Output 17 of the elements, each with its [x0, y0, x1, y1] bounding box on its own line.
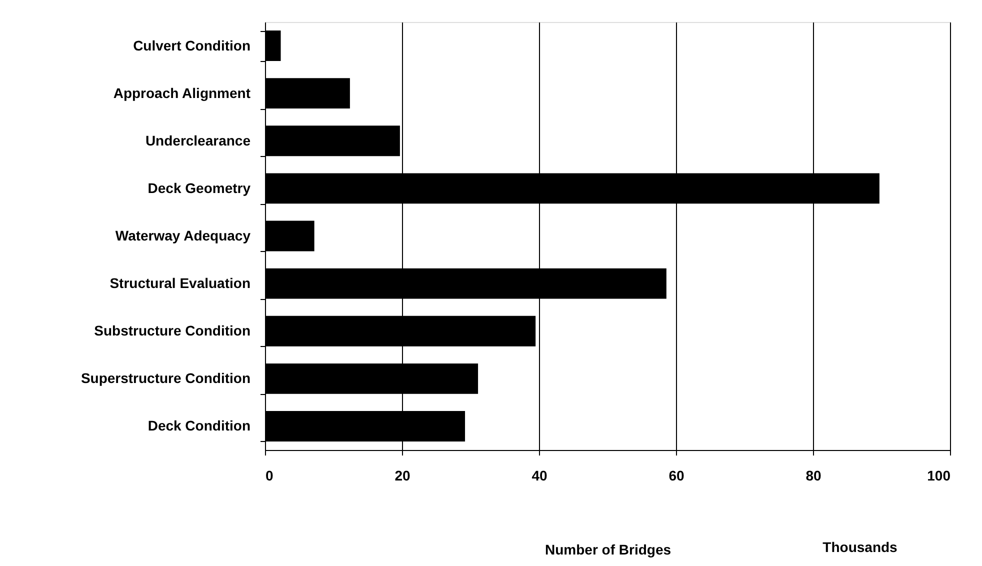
x-axis-title: Number of Bridges: [544, 542, 672, 558]
x-tick-label: 80: [806, 468, 822, 484]
x-tick-label: 20: [394, 468, 410, 484]
y-tick-label: Superstructure Condition: [80, 370, 250, 386]
y-tick-label: Underclearance: [145, 132, 251, 148]
x-tick-label: 60: [668, 468, 684, 484]
y-tick-label: Structural Evaluation: [110, 275, 250, 292]
y-tick-label: Deck Geometry: [148, 180, 251, 196]
y-tick-label: Culvert Condition: [133, 37, 250, 54]
x-tick-label: 100: [927, 468, 951, 484]
y-tick-label: Waterway Adequacy: [115, 228, 251, 244]
x-tick-label: 0: [266, 468, 274, 484]
y-tick-label: Substructure Condition: [94, 322, 250, 339]
x-tick-label: 40: [532, 468, 548, 484]
y-tick-label: Approach Alignment: [113, 84, 251, 101]
text: Thousands: [822, 539, 898, 555]
y-tick-label: Deck Condition: [148, 418, 250, 434]
